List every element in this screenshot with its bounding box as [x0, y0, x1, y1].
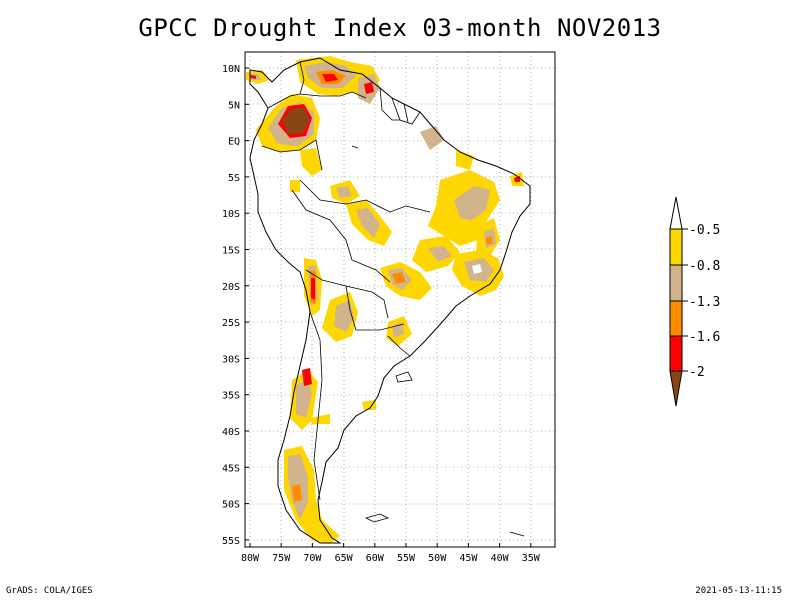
grid-lines: [245, 52, 555, 547]
lon-tick-label: 55W: [397, 553, 416, 564]
lat-tick-label: 40S: [222, 427, 240, 438]
lat-tick-label: EQ: [228, 137, 240, 148]
country-borders: [261, 61, 431, 501]
lat-tick-label: 30S: [222, 354, 240, 365]
legend-band-1: [669, 228, 683, 266]
lat-tick-label: 15S: [222, 246, 240, 257]
lon-tick-label: 35W: [522, 553, 541, 564]
legend-label: -0.5: [689, 223, 720, 238]
lon-tick-label: 70W: [303, 553, 322, 564]
legend-colorbar: -0.5 -0.8 -1.3 -1.6 -2: [669, 196, 720, 407]
legend-label: -1.3: [689, 295, 720, 310]
lat-tick-label: 10S: [222, 209, 240, 220]
longitude-axis: 80W 75W 70W 65W 60W 55W 50W 45W 40W 35W: [241, 543, 541, 564]
plot-frame: [244, 51, 556, 548]
lon-tick-label: 80W: [241, 553, 260, 564]
islands: [351, 145, 525, 537]
map-title: GPCC Drought Index 03-month NOV2013: [138, 14, 662, 42]
lon-tick-label: 65W: [335, 553, 354, 564]
lon-tick-label: 50W: [428, 553, 447, 564]
legend-bottom-arrow: [669, 370, 683, 407]
lon-tick-label: 45W: [459, 553, 478, 564]
footer-credit: GrADS: COLA/IGES: [6, 586, 93, 596]
lat-tick-label: 25S: [222, 318, 240, 329]
legend-label: -2: [689, 365, 705, 380]
lat-tick-label: 45S: [222, 463, 240, 474]
legend-band-4: [669, 335, 683, 372]
lat-tick-label: 10N: [222, 64, 240, 75]
latitude-axis: 10N 5N EQ 5S 10S 15S 20S 25S 30S 35S 40S 45S 50S 55S: [222, 64, 249, 547]
lon-tick-label: 40W: [491, 553, 510, 564]
lat-tick-label: 5S: [228, 173, 240, 184]
legend-band-3: [669, 300, 683, 337]
legend-label: -1.6: [689, 330, 720, 345]
lat-tick-label: 20S: [222, 282, 240, 293]
footer-timestamp: 2021-05-13-11:15: [695, 586, 782, 596]
coastlines: [249, 57, 531, 544]
legend-band-2: [669, 264, 683, 302]
lat-tick-label: 50S: [222, 500, 240, 511]
lon-tick-label: 75W: [272, 553, 291, 564]
lat-tick-label: 55S: [222, 536, 240, 547]
lat-tick-label: 5N: [228, 100, 240, 111]
lat-tick-label: 35S: [222, 391, 240, 402]
lon-tick-label: 60W: [366, 553, 385, 564]
legend-label: -0.8: [689, 259, 720, 274]
legend-top-arrow: [669, 196, 683, 230]
